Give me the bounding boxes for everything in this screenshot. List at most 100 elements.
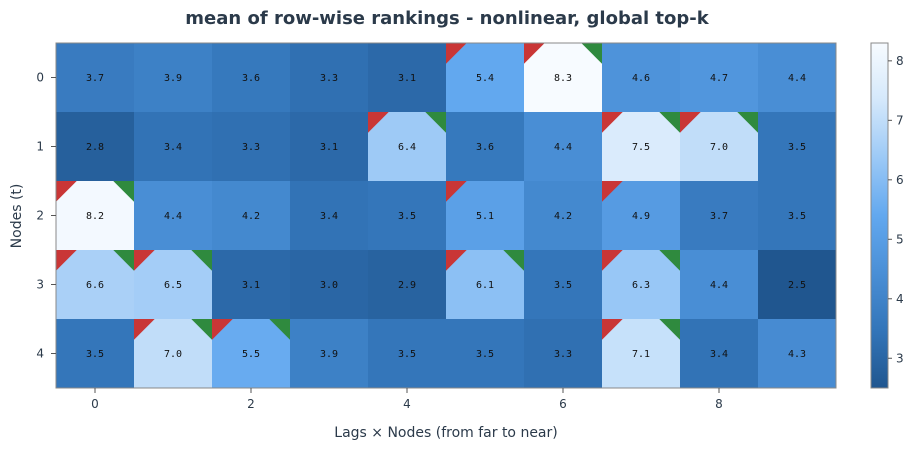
colorbar-tick-label: 8 (896, 54, 904, 68)
cell-value-label: 3.5 (788, 142, 806, 153)
cell-value-label: 4.9 (632, 211, 650, 222)
x-tick-label: 8 (715, 397, 723, 411)
heatmap-cell (56, 112, 135, 182)
colorbar-tick-label: 7 (896, 113, 904, 127)
heatmap-cell (680, 112, 759, 182)
heatmap-cell (290, 43, 369, 113)
heatmap-cell (212, 112, 291, 182)
cell-value-label: 3.3 (554, 349, 572, 360)
cell-value-label: 3.1 (320, 142, 338, 153)
cell-value-label: 3.6 (476, 142, 494, 153)
red-corner-marker (56, 181, 77, 202)
cell-value-label: 4.4 (710, 280, 728, 291)
chart-title: mean of row-wise rankings - nonlinear, g… (185, 8, 709, 29)
cell-value-label: 4.6 (632, 73, 650, 84)
x-axis-ticks: 0 2 4 6 8 (91, 388, 723, 411)
cell-value-label: 5.4 (476, 73, 494, 84)
heatmap-cell (680, 319, 759, 389)
colorbar-tick-label: 5 (896, 232, 904, 246)
x-tick-label: 0 (91, 397, 99, 411)
cell-value-label: 3.3 (320, 73, 338, 84)
colorbar-tick-label: 3 (896, 351, 904, 365)
heatmap-cell (368, 250, 447, 320)
heatmap-cell (758, 319, 837, 389)
heatmap-cell (290, 319, 369, 389)
heatmap-cell (758, 112, 837, 182)
heatmap-cell (134, 112, 213, 182)
cell-value-label: 7.1 (632, 349, 650, 360)
y-tick-label: 4 (36, 347, 44, 361)
red-corner-marker (134, 250, 155, 271)
x-tick-label: 6 (559, 397, 567, 411)
heatmap-cell (524, 181, 603, 251)
cell-value-label: 3.0 (320, 280, 338, 291)
cell-value-label: 3.9 (320, 349, 338, 360)
heatmap-cell (602, 319, 681, 389)
green-corner-marker (113, 181, 134, 202)
heatmap-cell (446, 319, 525, 389)
cell-value-label: 4.2 (554, 211, 572, 222)
cell-value-label: 6.4 (398, 142, 416, 153)
heatmap-cell (758, 43, 837, 113)
cell-value-label: 8.3 (554, 73, 572, 84)
green-corner-marker (737, 112, 758, 133)
red-corner-marker (602, 112, 623, 133)
green-corner-marker (113, 250, 134, 271)
heatmap-cell (290, 181, 369, 251)
cell-value-label: 7.5 (632, 142, 650, 153)
heatmap-cell (368, 181, 447, 251)
cell-value-label: 5.1 (476, 211, 494, 222)
cell-value-label: 3.5 (554, 280, 572, 291)
red-corner-marker (602, 181, 623, 202)
cell-value-label: 5.5 (242, 349, 260, 360)
heatmap-cell (134, 250, 213, 320)
y-axis-label: Nodes (t) (9, 184, 25, 249)
heatmap-cell (134, 319, 213, 389)
red-corner-marker (212, 319, 233, 340)
heatmap-cell (212, 250, 291, 320)
cell-value-label: 3.1 (398, 73, 416, 84)
cell-value-label: 3.5 (788, 211, 806, 222)
heatmap-cell (446, 250, 525, 320)
cell-value-label: 4.3 (788, 349, 806, 360)
green-corner-marker (503, 250, 524, 271)
red-corner-marker (446, 181, 467, 202)
heatmap-cell (680, 250, 759, 320)
cell-value-label: 2.8 (86, 142, 104, 153)
y-axis-ticks: 0 1 2 3 4 (36, 71, 56, 361)
green-corner-marker (269, 319, 290, 340)
red-corner-marker (524, 43, 545, 64)
colorbar: 3 4 5 6 7 8 (870, 42, 904, 389)
green-corner-marker (659, 319, 680, 340)
cell-value-label: 3.9 (164, 73, 182, 84)
cell-value-label: 3.4 (710, 349, 728, 360)
heatmap-cell (680, 181, 759, 251)
cell-value-label: 6.1 (476, 280, 494, 291)
cell-value-label: 7.0 (164, 349, 182, 360)
cell-value-label: 2.9 (398, 280, 416, 291)
heatmap-cell (602, 250, 681, 320)
heatmap-cell (56, 43, 135, 113)
cell-value-label: 4.4 (554, 142, 572, 153)
colorbar-gradient (870, 42, 889, 389)
heatmap-cell (524, 112, 603, 182)
y-tick-label: 3 (36, 278, 44, 292)
heatmap-cell (368, 112, 447, 182)
heatmap-cell (212, 181, 291, 251)
heatmap-cell (368, 319, 447, 389)
cell-value-label: 7.0 (710, 142, 728, 153)
green-corner-marker (191, 319, 212, 340)
heatmap-cell (446, 181, 525, 251)
cell-value-label: 4.2 (242, 211, 260, 222)
heatmap-cell (524, 319, 603, 389)
cell-value-label: 6.6 (86, 280, 104, 291)
heatmap-cell (524, 43, 603, 113)
cell-value-label: 3.5 (398, 211, 416, 222)
green-corner-marker (425, 112, 446, 133)
green-corner-marker (191, 250, 212, 271)
cell-value-label: 3.4 (320, 211, 338, 222)
cell-value-label: 3.7 (710, 211, 728, 222)
red-corner-marker (446, 43, 467, 64)
heatmap-cell (446, 43, 525, 113)
